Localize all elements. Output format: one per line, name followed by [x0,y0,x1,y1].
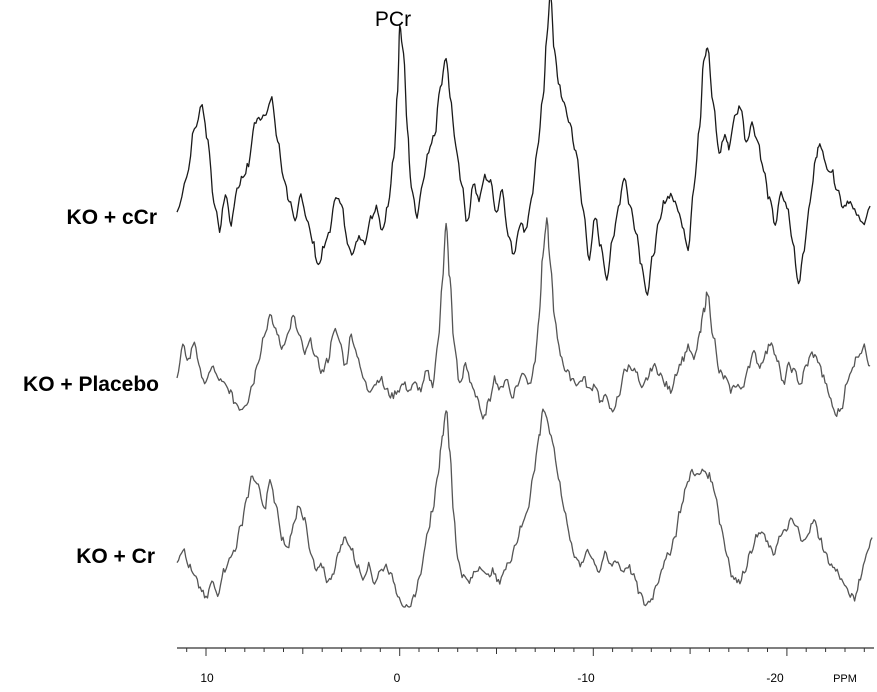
peak-annotation-pcr: PCr [375,8,411,31]
series-label-ko-placebo: KO + Placebo [23,373,159,396]
x-tick-label-0: 0 [394,671,401,685]
spectrum-trace-1 [176,217,871,420]
x-axis: 10 0 -10 -20 PPM [177,647,874,685]
x-tick-label-minus-10: -10 [577,671,595,685]
x-tick-label-minus-20: -20 [766,671,784,685]
x-axis-ticks [186,648,865,656]
x-axis-unit-label: PPM [833,673,857,685]
spectrum-trace-2 [176,408,873,608]
x-tick-label-10: 10 [200,671,214,685]
spectra-traces [176,0,873,608]
spectrum-trace-0 [176,0,871,296]
series-label-ko-ccr: KO + cCr [67,206,157,229]
series-label-ko-cr: KO + Cr [76,545,155,568]
